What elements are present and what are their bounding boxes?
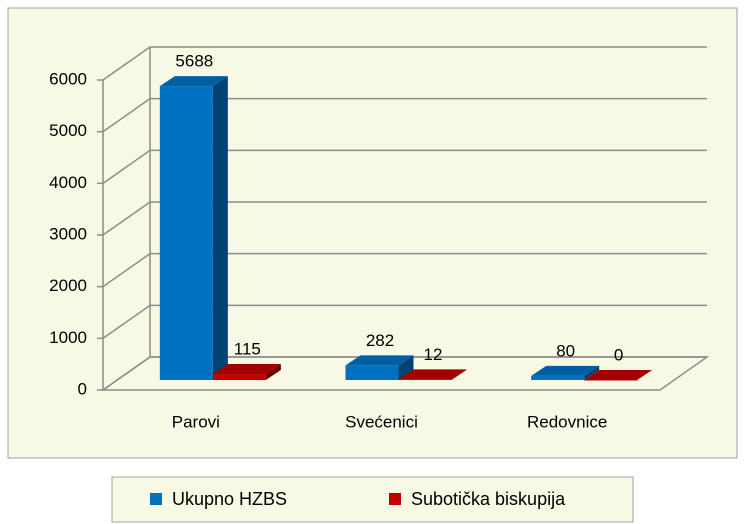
plot-frame <box>7 7 738 459</box>
grid-line <box>102 356 707 391</box>
legend-swatch <box>150 493 162 505</box>
y-tick-label: 4000 <box>49 173 87 192</box>
bar <box>584 380 638 381</box>
y-tick-label: 6000 <box>49 69 87 88</box>
bar <box>212 374 266 380</box>
bar <box>531 375 585 380</box>
bar-top <box>159 76 228 87</box>
legend-label: Ukupno HZBS <box>172 489 287 509</box>
grid-line <box>102 46 707 81</box>
bar-top <box>531 365 600 376</box>
grid-line <box>102 304 707 339</box>
y-tick-label: 5000 <box>49 121 87 140</box>
legend-label: Subotička biskupija <box>411 489 566 509</box>
grid-line <box>102 201 707 236</box>
legend-swatch <box>389 493 401 505</box>
grid-line <box>102 149 707 184</box>
bar-top <box>584 370 653 380</box>
data-label: 0 <box>614 345 623 364</box>
bar-side <box>398 355 414 380</box>
data-label: 115 <box>234 340 261 359</box>
y-tick-label: 1000 <box>49 328 87 347</box>
bar <box>159 86 213 381</box>
y-tick-label: 0 <box>78 379 87 398</box>
grid-line <box>102 97 707 133</box>
x-tick-label: Svećenici <box>345 412 418 431</box>
bar-side <box>451 369 467 380</box>
y-tick-label: 2000 <box>49 276 87 295</box>
bar <box>398 379 452 380</box>
data-label: 5688 <box>175 52 213 71</box>
grid-line <box>102 252 707 288</box>
bar-side <box>265 364 281 380</box>
x-tick-label: Parovi <box>172 412 220 431</box>
x-tick-label: Redovnice <box>527 412 607 431</box>
bar-top <box>345 355 414 366</box>
bar-side <box>212 76 228 381</box>
bar-top <box>212 364 281 375</box>
y-tick-label: 3000 <box>49 224 87 243</box>
bar-top <box>398 369 467 380</box>
data-label: 282 <box>366 331 394 350</box>
legend-box <box>111 476 634 523</box>
bar <box>345 365 399 380</box>
data-label: 80 <box>556 341 575 360</box>
data-label: 12 <box>424 345 443 364</box>
bar-side <box>584 365 600 380</box>
